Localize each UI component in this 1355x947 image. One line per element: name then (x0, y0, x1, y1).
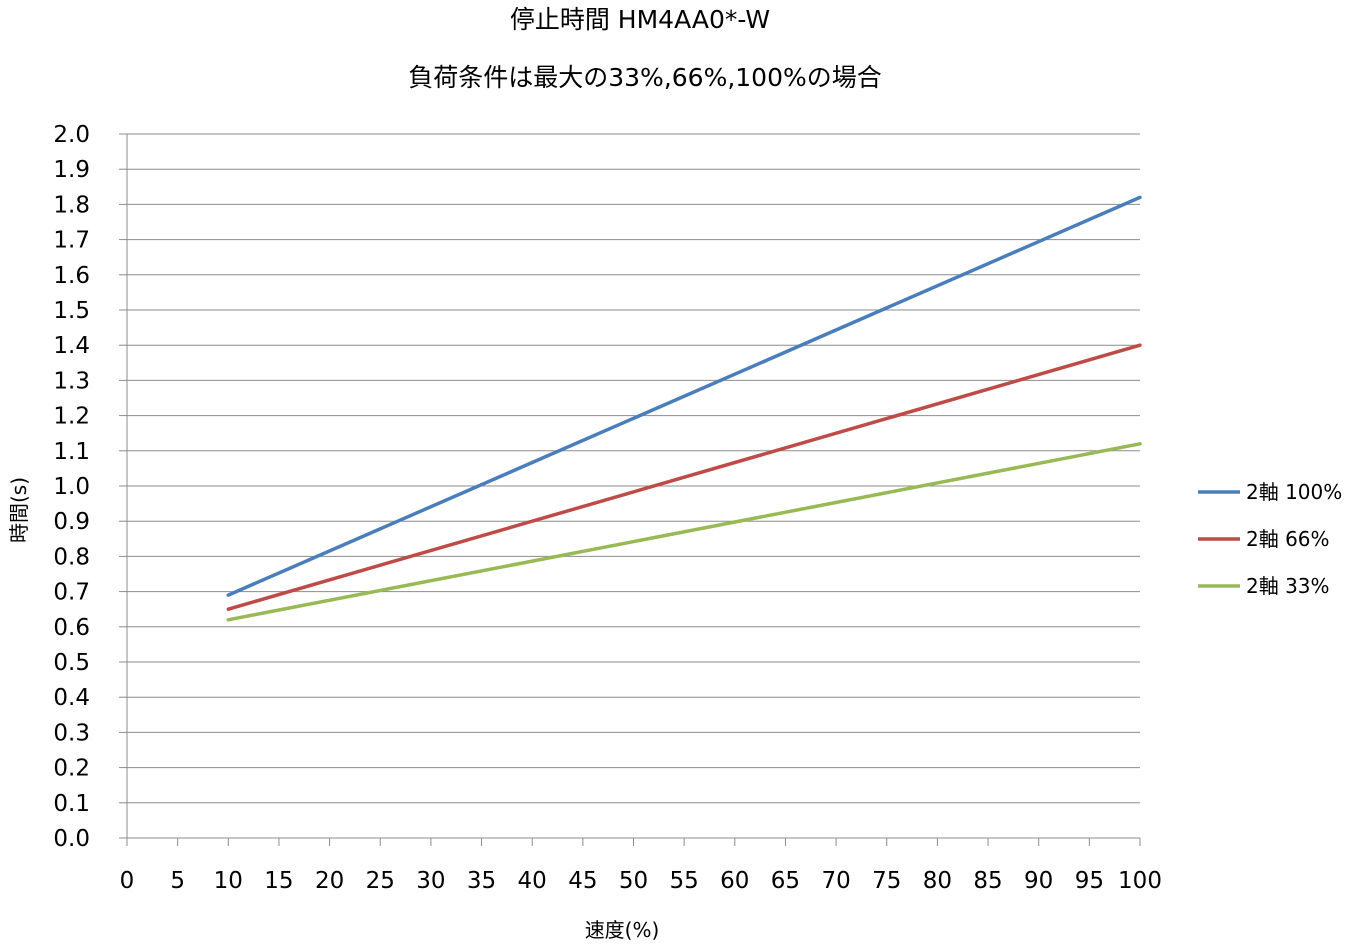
x-tick-label: 95 (1075, 868, 1104, 894)
y-tick-label: 0.3 (53, 720, 90, 746)
y-tick-label: 1.0 (53, 474, 90, 500)
y-tick-label: 1.8 (53, 192, 90, 218)
x-tick-label: 35 (467, 868, 496, 894)
chart-title: 停止時間 HM4AA0*-W (510, 5, 770, 34)
x-tick-label: 60 (720, 868, 749, 894)
x-tick-label: 30 (416, 868, 445, 894)
y-tick-label: 1.6 (53, 263, 90, 289)
x-tick-label: 80 (923, 868, 952, 894)
chart-subtitle: 負荷条件は最大の33%,66%,100%の場合 (408, 63, 882, 92)
y-tick-label: 1.7 (53, 228, 90, 254)
legend-label: 2軸 33% (1246, 574, 1330, 598)
y-tick-label: 0.2 (53, 756, 90, 782)
series-line (226, 442, 1142, 622)
legend-label: 2軸 66% (1246, 527, 1330, 551)
y-tick-label: 0.7 (53, 580, 90, 606)
y-tick-label: 1.1 (53, 439, 90, 465)
y-tick-label: 1.2 (53, 404, 90, 430)
y-tick-label: 1.5 (53, 298, 90, 324)
x-tick-label: 75 (872, 868, 901, 894)
x-axis-ticks: 0 5 10 15 20 25 30 35 40 45 50 55 60 65 70 75 80 85 90 95 10… (120, 838, 1162, 894)
x-tick-label: 25 (366, 868, 395, 894)
legend: 2軸 100% 2軸 66% 2軸 33% (1198, 480, 1342, 598)
y-tick-label: 0.8 (53, 544, 90, 570)
y-tick-label: 0.4 (53, 685, 90, 711)
x-tick-label: 10 (214, 868, 243, 894)
y-tick-label: 1.4 (53, 333, 90, 359)
x-axis-label: 速度(%) (585, 918, 660, 942)
x-tick-label: 70 (821, 868, 850, 894)
y-axis-ticks: 0.0 0.1 0.2 0.3 0.4 0.5 0.6 0.7 0.8 0.9 1.0 1.1 1.2 1… (53, 122, 127, 852)
grid-lines (127, 133, 1140, 804)
y-axis-label: 時間(s) (7, 477, 31, 543)
x-tick-label: 90 (1024, 868, 1053, 894)
x-tick-label: 15 (264, 868, 293, 894)
x-tick-label: 20 (315, 868, 344, 894)
x-tick-label: 50 (619, 868, 648, 894)
y-tick-label: 2.0 (53, 122, 90, 148)
y-tick-label: 0.5 (53, 650, 90, 676)
y-tick-label: 1.9 (53, 157, 90, 183)
legend-label: 2軸 100% (1246, 480, 1342, 504)
x-tick-label: 55 (670, 868, 699, 894)
series-line (226, 195, 1142, 597)
x-tick-label: 100 (1118, 868, 1162, 894)
series-line (226, 343, 1142, 611)
y-tick-label: 0.0 (53, 826, 90, 852)
y-tick-label: 0.9 (53, 509, 90, 535)
x-tick-label: 0 (120, 868, 135, 894)
series-lines (226, 195, 1142, 622)
y-tick-label: 1.3 (53, 368, 90, 394)
x-tick-label: 65 (771, 868, 800, 894)
x-tick-label: 40 (518, 868, 547, 894)
x-tick-label: 45 (568, 868, 597, 894)
y-tick-label: 0.1 (53, 791, 90, 817)
x-tick-label: 5 (170, 868, 185, 894)
y-tick-label: 0.6 (53, 615, 90, 641)
x-tick-label: 85 (973, 868, 1002, 894)
